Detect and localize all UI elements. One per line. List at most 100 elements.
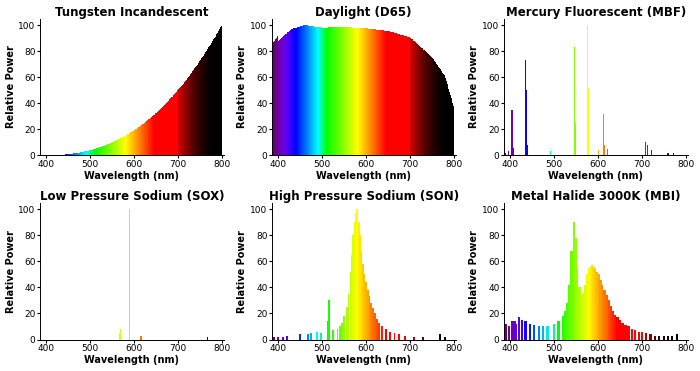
Bar (518, 317, 520, 339)
Bar (120, 329, 121, 339)
Bar (339, 326, 340, 339)
Bar (631, 329, 634, 339)
Bar (393, 333, 395, 339)
Bar (307, 334, 309, 339)
Bar (350, 272, 351, 339)
Bar (525, 60, 526, 155)
Bar (588, 88, 589, 155)
Bar (608, 301, 610, 339)
Bar (627, 326, 629, 339)
Bar (508, 151, 510, 155)
Title: High Pressure Sodium (SON): High Pressure Sodium (SON) (269, 190, 458, 203)
Bar (346, 307, 347, 339)
Bar (363, 274, 365, 339)
X-axis label: Wavelength (nm): Wavelength (nm) (316, 355, 411, 365)
Bar (667, 336, 669, 339)
Bar (378, 322, 380, 339)
Bar (591, 265, 594, 339)
Bar (566, 303, 568, 339)
Bar (596, 272, 598, 339)
Bar (286, 336, 288, 339)
Bar (332, 331, 334, 339)
Y-axis label: Relative Power: Relative Power (237, 46, 248, 128)
Y-axis label: Relative Power: Relative Power (470, 230, 480, 312)
Bar (676, 334, 678, 339)
Bar (362, 264, 364, 339)
Bar (634, 331, 636, 339)
Bar (622, 322, 624, 339)
Bar (310, 333, 312, 339)
Bar (316, 332, 319, 339)
Bar (444, 337, 446, 339)
Bar (273, 337, 275, 339)
Y-axis label: Relative Power: Relative Power (237, 230, 248, 312)
Bar (606, 295, 608, 339)
Bar (347, 294, 349, 339)
Y-axis label: Relative Power: Relative Power (470, 46, 480, 128)
Bar (604, 145, 605, 155)
Bar (359, 235, 361, 339)
Bar (550, 151, 551, 155)
Bar (538, 326, 540, 339)
Bar (654, 336, 656, 339)
X-axis label: Wavelength (nm): Wavelength (nm) (84, 355, 179, 365)
Bar (129, 209, 130, 339)
Bar (129, 222, 130, 339)
Bar (580, 296, 582, 339)
Bar (367, 290, 369, 339)
Bar (505, 324, 507, 339)
Bar (321, 333, 322, 339)
Title: Low Pressure Sodium (SOX): Low Pressure Sodium (SOX) (39, 190, 224, 203)
Title: Metal Halide 3000K (MBI): Metal Halide 3000K (MBI) (511, 190, 680, 203)
Bar (557, 321, 559, 339)
Bar (619, 320, 621, 339)
Title: Tungsten Incandescent: Tungsten Incandescent (55, 6, 209, 19)
Bar (561, 316, 564, 339)
Bar (351, 255, 353, 339)
Bar (542, 326, 544, 339)
Bar (658, 336, 660, 339)
Bar (376, 319, 378, 339)
Y-axis label: Relative Power: Relative Power (6, 46, 15, 128)
Bar (645, 142, 646, 155)
Bar (514, 321, 516, 339)
Bar (422, 337, 423, 339)
Bar (610, 306, 612, 339)
Bar (592, 266, 594, 339)
Bar (413, 337, 415, 339)
Bar (370, 303, 372, 339)
Bar (300, 334, 301, 339)
Bar (355, 213, 357, 339)
Bar (645, 333, 648, 339)
Bar (564, 311, 566, 339)
Bar (617, 317, 619, 339)
Bar (528, 324, 531, 339)
Bar (360, 251, 363, 339)
X-axis label: Wavelength (nm): Wavelength (nm) (316, 171, 411, 181)
Bar (671, 336, 673, 339)
Bar (508, 326, 510, 339)
Bar (533, 325, 536, 339)
Bar (328, 301, 330, 339)
Bar (505, 153, 506, 155)
Bar (405, 336, 406, 339)
Bar (587, 25, 588, 155)
Bar (372, 308, 374, 339)
Bar (570, 251, 573, 339)
X-axis label: Wavelength (nm): Wavelength (nm) (548, 355, 643, 365)
Bar (589, 266, 592, 339)
Bar (553, 324, 555, 339)
Bar (650, 334, 652, 339)
Bar (389, 332, 391, 339)
Bar (382, 326, 383, 339)
Bar (673, 153, 674, 155)
Bar (352, 235, 354, 339)
Bar (374, 313, 376, 339)
Bar (358, 222, 360, 339)
Bar (282, 337, 284, 339)
Bar (594, 269, 596, 339)
Bar (575, 238, 577, 339)
Bar (547, 326, 549, 339)
Bar (365, 282, 367, 339)
Bar (354, 222, 356, 339)
